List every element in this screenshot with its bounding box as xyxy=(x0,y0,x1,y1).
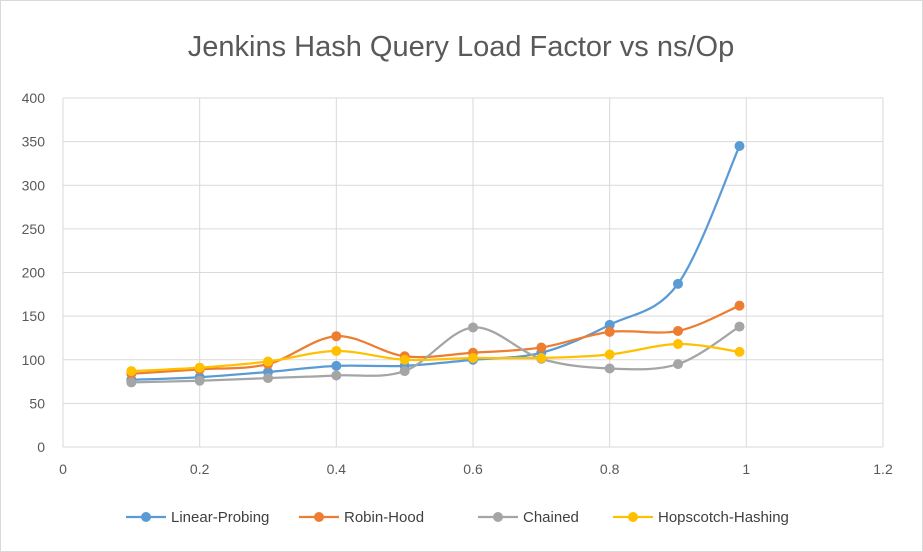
y-tick-label: 100 xyxy=(22,352,46,368)
y-tick-label: 250 xyxy=(22,221,46,237)
data-point xyxy=(126,377,137,388)
chart-title: Jenkins Hash Query Load Factor vs ns/Op xyxy=(188,31,734,63)
data-point xyxy=(604,349,615,360)
y-tick-label: 0 xyxy=(37,439,45,455)
data-point xyxy=(734,140,745,151)
data-point xyxy=(263,356,273,367)
y-tick-label: 50 xyxy=(29,395,45,411)
data-point xyxy=(536,353,547,364)
y-tick-label: 150 xyxy=(22,308,46,324)
x-tick-label: 0.8 xyxy=(600,461,620,477)
legend: Linear-Probing Robin-Hood Chained Hopscotch… xyxy=(126,509,789,526)
legend-item: Chained xyxy=(478,509,579,526)
legend-item: Robin-Hood xyxy=(299,509,424,526)
data-point xyxy=(673,278,683,289)
y-tick-label: 300 xyxy=(22,177,46,193)
data-point xyxy=(331,370,342,381)
data-point xyxy=(194,362,205,373)
x-tick-label: 0.4 xyxy=(327,461,347,477)
grid-lines xyxy=(62,97,884,448)
data-point xyxy=(399,366,410,377)
legend-item: Linear-Probing xyxy=(126,509,269,526)
data-point xyxy=(263,373,273,384)
data-point xyxy=(331,331,342,342)
series-line xyxy=(130,144,741,381)
legend-swatch-marker xyxy=(314,512,324,522)
series-lines xyxy=(126,140,745,388)
series-line xyxy=(130,325,741,384)
data-point xyxy=(331,360,342,371)
data-point xyxy=(604,326,615,337)
data-point xyxy=(673,339,683,350)
x-tick-label: 0.2 xyxy=(190,461,210,477)
y-tick-label: 200 xyxy=(22,265,46,281)
data-point xyxy=(673,325,683,336)
data-point xyxy=(673,359,683,370)
series-line xyxy=(130,342,741,373)
data-point xyxy=(604,363,615,374)
series-chained xyxy=(126,321,745,388)
legend-item: Hopscotch-Hashing xyxy=(613,509,789,526)
x-tick-label: 1 xyxy=(742,461,750,477)
data-point xyxy=(194,375,205,386)
series-line xyxy=(130,304,741,375)
legend-label: Chained xyxy=(523,509,579,526)
x-tick-label: 0.6 xyxy=(463,461,483,477)
legend-label: Hopscotch-Hashing xyxy=(658,509,789,526)
data-point xyxy=(604,319,615,330)
data-point xyxy=(126,366,137,377)
data-point xyxy=(468,353,478,364)
data-point xyxy=(399,354,410,365)
legend-label: Linear-Probing xyxy=(171,509,269,526)
axis-tick-labels: 0 50 100 150 200 250 300 350 400 0 0.2 0.4 0.6 0.8 1 1.… xyxy=(22,90,893,477)
data-point xyxy=(734,346,745,357)
legend-swatch-marker xyxy=(141,512,151,522)
data-point xyxy=(536,342,547,353)
series-hopscotch-hashing xyxy=(126,339,745,377)
x-tick-label: 1.2 xyxy=(873,461,893,477)
data-point xyxy=(468,322,478,333)
legend-swatch-marker xyxy=(493,512,503,522)
data-point xyxy=(734,300,745,311)
y-tick-label: 400 xyxy=(22,90,46,106)
data-point xyxy=(734,321,745,332)
legend-label: Robin-Hood xyxy=(344,509,424,526)
x-tick-label: 0 xyxy=(59,461,67,477)
data-point xyxy=(331,346,342,357)
legend-swatch-marker xyxy=(628,512,638,522)
y-tick-label: 350 xyxy=(22,134,46,150)
